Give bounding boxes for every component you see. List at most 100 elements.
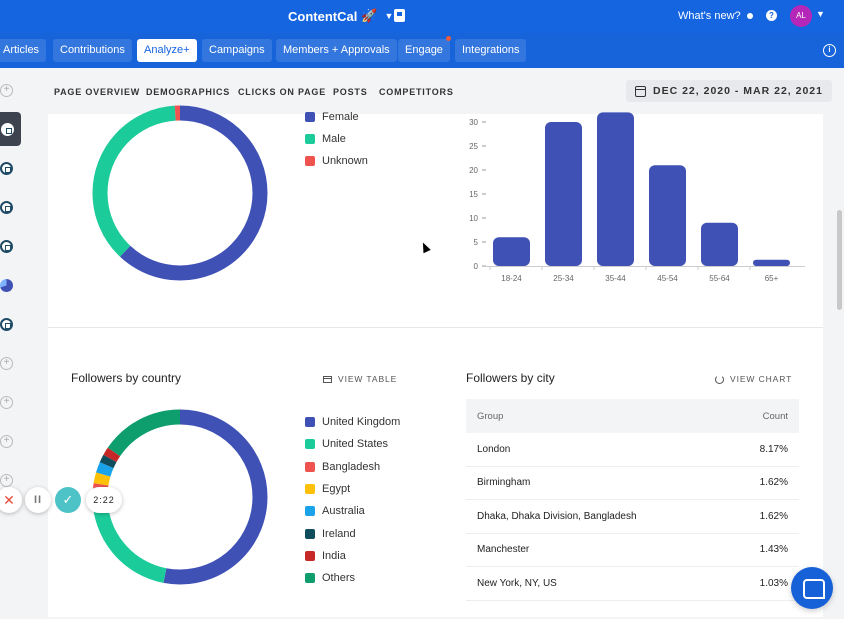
legend-swatch [305, 573, 315, 584]
subnav-page-overview[interactable]: PAGE OVERVIEW [54, 87, 141, 97]
document-icon[interactable] [394, 9, 405, 22]
x-tick-label: 65+ [765, 274, 779, 283]
rail-profile-icon[interactable] [0, 201, 13, 214]
info-icon[interactable]: i [823, 44, 836, 57]
legend-label: Bangladesh [322, 460, 381, 473]
chat-support-button[interactable] [791, 567, 833, 609]
rail-profile-icon[interactable] [0, 162, 13, 175]
section-divider [48, 327, 823, 328]
engage-notification-dot [446, 36, 451, 41]
chevron-down-icon: ▼ [384, 11, 394, 21]
legend-label: United States [322, 438, 389, 451]
tab-analyze[interactable]: Analyze+ [137, 39, 197, 62]
x-tick-label: 35-44 [605, 274, 626, 283]
city-count: 1.03% [759, 577, 788, 589]
view-table-button[interactable]: VIEW TABLE [323, 374, 397, 384]
avatar-chevron-down-icon[interactable]: ▼ [816, 9, 825, 19]
country-section-title: Followers by country [71, 371, 182, 385]
table-icon [323, 375, 332, 383]
tab-campaigns[interactable]: Campaigns [202, 39, 272, 62]
rail-profile-icon[interactable] [1, 123, 14, 136]
scrollbar-thumb[interactable] [837, 210, 842, 310]
tab-members-approvals[interactable]: Members + Approvals [276, 39, 397, 62]
column-count[interactable]: Count [762, 410, 788, 422]
legend-label: Female [322, 111, 359, 123]
tab-contributions[interactable]: Contributions [53, 39, 132, 62]
recording-cancel-button[interactable]: ✕ [0, 487, 22, 513]
rail-add-icon[interactable]: + [0, 435, 13, 448]
age-bar-18-24[interactable] [493, 237, 530, 266]
column-group[interactable]: Group [477, 410, 504, 422]
rail-profile-icon[interactable] [0, 318, 13, 331]
recording-pause-button[interactable]: II [25, 487, 51, 513]
rocket-icon: 🚀 [361, 8, 378, 23]
country-legend-item[interactable]: Ireland [305, 528, 356, 540]
subnav-clicks-on-page[interactable]: CLICKS ON PAGE [238, 87, 327, 97]
user-avatar[interactable]: AL [790, 5, 812, 27]
age-bar-35-44[interactable] [597, 112, 634, 267]
view-chart-button[interactable]: VIEW CHART [715, 374, 792, 384]
whats-new-link[interactable]: What's new? [678, 10, 753, 22]
city-group: London [477, 443, 511, 455]
view-table-label: VIEW TABLE [338, 374, 398, 384]
gender-legend-item[interactable]: Unknown [305, 155, 368, 167]
legend-swatch [305, 550, 315, 561]
view-chart-label: VIEW CHART [730, 374, 793, 384]
subnav-competitors[interactable]: COMPETITORS [379, 87, 454, 97]
main-nav: Articles Contributions Analyze+ Campaign… [0, 33, 844, 68]
tab-articles[interactable]: Articles [0, 39, 47, 62]
table-row: Birmingham 1.62% [466, 467, 799, 500]
legend-swatch [305, 483, 315, 494]
legend-label: United Kingdom [322, 416, 401, 428]
date-range-picker[interactable]: DEC 22, 2020 - MAR 22, 2021 [626, 80, 832, 102]
rail-chart-icon[interactable] [0, 279, 13, 292]
y-tick-label: 15 [469, 190, 478, 199]
gender-legend-item[interactable]: Male [305, 133, 346, 145]
date-range-label: DEC 22, 2020 - MAR 22, 2021 [653, 85, 823, 97]
age-bar-65plus[interactable] [753, 259, 790, 266]
rail-add-icon[interactable]: + [0, 396, 13, 409]
help-icon[interactable]: ? [766, 10, 777, 21]
x-tick-label: 45-54 [657, 274, 678, 283]
subnav-demographics[interactable]: DEMOGRAPHICS [146, 87, 231, 97]
analytics-subnav: PAGE OVERVIEW DEMOGRAPHICS CLICKS ON PAG… [0, 68, 844, 114]
country-legend-item[interactable]: United Kingdom [305, 416, 400, 428]
legend-swatch [305, 156, 315, 166]
table-row: Manchester 1.43% [466, 534, 799, 567]
legend-swatch [305, 417, 315, 427]
brand-switcher[interactable]: ContentCal 🚀 ▼ [288, 8, 393, 24]
country-slice-others[interactable] [92, 409, 268, 585]
legend-label: Egypt [322, 482, 351, 495]
gender-slice-unknown[interactable] [92, 105, 268, 281]
recording-done-button[interactable]: ✓ [55, 487, 81, 513]
age-bar-55-64[interactable] [701, 222, 738, 266]
country-legend-item[interactable]: Egypt [305, 483, 350, 495]
country-legend-item[interactable]: Bangladesh [305, 461, 380, 473]
top-bar: ContentCal 🚀 ▼ What's new? ? AL ▼ [0, 0, 844, 33]
country-legend-item[interactable]: Others [305, 572, 355, 584]
country-legend-item[interactable]: India [305, 550, 346, 562]
city-group: Dhaka, Dhaka Division, Bangladesh [477, 510, 637, 522]
age-bar-25-34[interactable] [545, 122, 582, 266]
legend-label: Australia [322, 505, 365, 518]
table-row: Dhaka, Dhaka Division, Bangladesh 1.62% [466, 500, 799, 534]
y-tick-label: 10 [469, 214, 478, 223]
gender-legend-item[interactable]: Female [305, 111, 359, 123]
subnav-posts[interactable]: POSTS [333, 87, 368, 97]
country-legend-item[interactable]: United States [305, 438, 388, 450]
tab-engage[interactable]: Engage [398, 39, 450, 62]
left-rail [0, 68, 22, 619]
tab-integrations[interactable]: Integrations [455, 39, 527, 62]
rail-add-icon[interactable]: + [0, 474, 13, 487]
city-table: Group Count London 8.17% Birmingham 1.62… [466, 399, 799, 601]
x-tick-label: 55-64 [709, 274, 730, 283]
city-count: 1.62% [759, 477, 788, 489]
rail-add-icon[interactable]: + [0, 357, 13, 370]
gender-slice-male[interactable] [92, 105, 268, 281]
age-bar-45-54[interactable] [649, 165, 686, 266]
city-section-title: Followers by city [466, 371, 555, 385]
rail-profile-icon[interactable] [0, 240, 13, 253]
rail-add-icon[interactable]: + [0, 84, 13, 97]
x-tick-label: 25-34 [553, 274, 574, 283]
country-legend-item[interactable]: Australia [305, 505, 365, 517]
